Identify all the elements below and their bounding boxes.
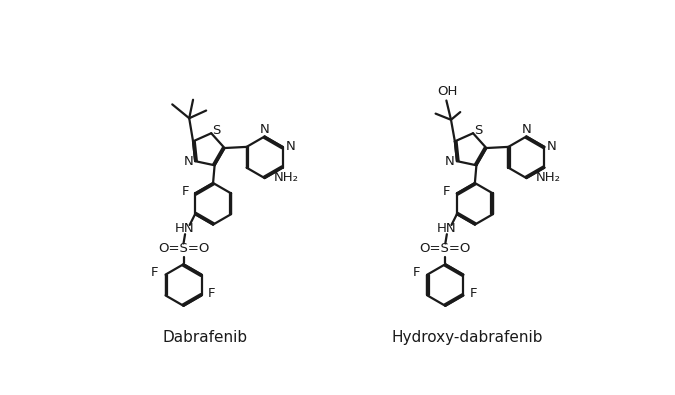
Text: Dabrafenib: Dabrafenib — [163, 330, 248, 345]
Text: N: N — [445, 155, 455, 167]
Text: N: N — [547, 140, 557, 153]
Text: N: N — [260, 123, 269, 136]
Text: N: N — [184, 155, 193, 167]
Text: O=S=O: O=S=O — [158, 242, 209, 255]
Text: F: F — [443, 184, 451, 198]
Text: HN: HN — [437, 222, 457, 235]
Text: N: N — [522, 123, 531, 136]
Text: F: F — [208, 287, 215, 299]
Text: NH₂: NH₂ — [274, 171, 299, 184]
Text: O=S=O: O=S=O — [420, 242, 471, 255]
Text: S: S — [475, 124, 483, 137]
Text: S: S — [213, 124, 221, 137]
Text: OH: OH — [437, 85, 458, 98]
Text: HN: HN — [176, 222, 195, 235]
Text: F: F — [182, 184, 189, 198]
Text: F: F — [151, 266, 159, 279]
Text: NH₂: NH₂ — [536, 171, 561, 184]
Text: N: N — [286, 140, 295, 153]
Text: Hydroxy-dabrafenib: Hydroxy-dabrafenib — [392, 330, 543, 345]
Text: F: F — [470, 287, 477, 299]
Text: F: F — [413, 266, 421, 279]
